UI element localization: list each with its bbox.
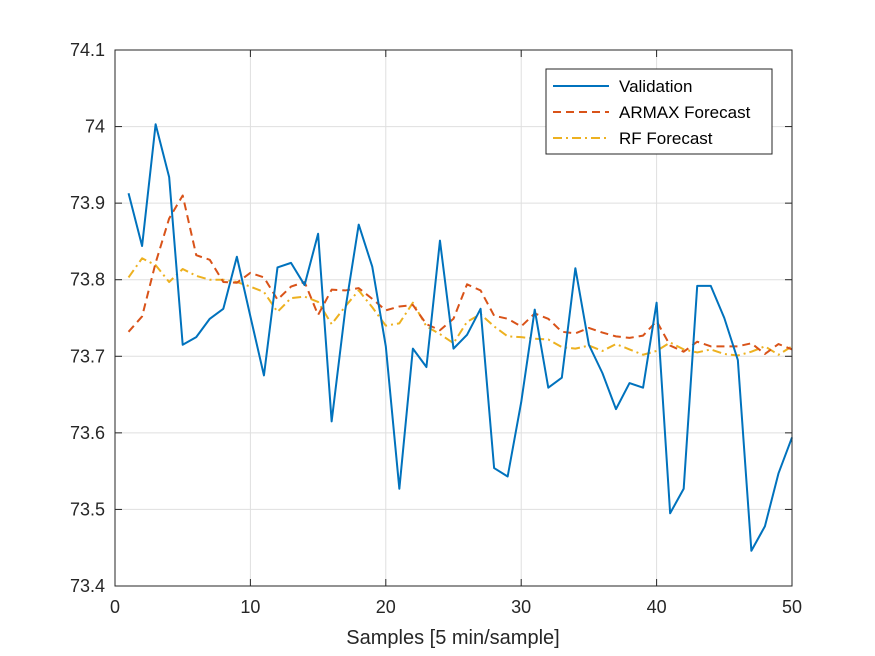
y-tick-label: 73.5	[70, 499, 105, 519]
tick-marks	[114, 49, 793, 587]
x-tick-label: 20	[376, 597, 396, 617]
y-tick-label: 73.7	[70, 346, 105, 366]
y-tick-label: 73.6	[70, 423, 105, 443]
plot-frame	[114, 49, 793, 587]
x-tick-label: 10	[240, 597, 260, 617]
series-line-armax-forecast	[127, 194, 793, 355]
x-tick-label: 0	[110, 597, 120, 617]
series-lines	[127, 123, 793, 552]
x-axis-label: Samples [5 min/sample]	[346, 627, 559, 649]
y-tick-label: 73.4	[70, 576, 105, 596]
y-tick-label: 74.1	[70, 40, 105, 60]
legend-label-validation: Validation	[619, 77, 692, 96]
x-tick-label: 30	[511, 597, 531, 617]
x-tick-label: 40	[647, 597, 667, 617]
legend-label-rf: RF Forecast	[619, 129, 713, 148]
series-line-rf-forecast	[127, 257, 793, 357]
y-tick-label: 73.9	[70, 193, 105, 213]
tick-labels: 0 10 20 30 40 50 73.4 73.5 73.6 73.7 73.8 73.9 74 74.…	[70, 40, 802, 617]
series-line-validation	[127, 123, 793, 552]
legend: Validation ARMAX Forecast RF Forecast	[545, 68, 773, 155]
y-tick-label: 73.8	[70, 270, 105, 290]
x-tick-label: 50	[782, 597, 802, 617]
y-tick-label: 74	[85, 117, 105, 137]
legend-label-armax: ARMAX Forecast	[619, 103, 751, 122]
